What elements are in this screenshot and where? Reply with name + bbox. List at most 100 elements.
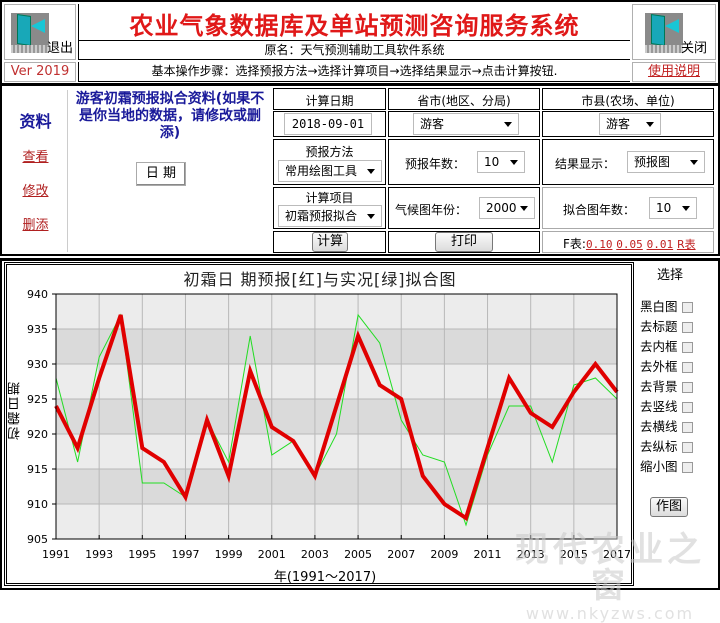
item-value: 初霜预报拟合	[285, 209, 358, 223]
y-tick-label: 905	[27, 533, 48, 546]
edit-link[interactable]: 修改	[22, 184, 49, 199]
x-tick-label: 1991	[42, 548, 70, 561]
f-table-0.01-link[interactable]: 0.01	[646, 238, 674, 251]
draw-button[interactable]: 作图	[650, 497, 688, 517]
item-select[interactable]: 初霜预报拟合	[278, 205, 382, 227]
fit-years-cell: 拟合图年数： 10	[542, 187, 714, 229]
result-display-label: 结果显示：	[555, 157, 616, 171]
option-label: 去背景	[640, 379, 678, 394]
option-checkbox[interactable]	[681, 462, 693, 473]
y-tick-label: 915	[27, 463, 48, 476]
climate-year-label: 气候图年份：	[395, 203, 468, 217]
exit-button[interactable]: 退出	[4, 4, 76, 60]
option-checkbox[interactable]	[681, 322, 693, 333]
option-label: 缩小图	[640, 459, 678, 474]
option-8[interactable]: 缩小图	[640, 458, 693, 476]
climate-year-value: 2000	[486, 201, 517, 215]
print-button[interactable]: 打印	[435, 232, 493, 252]
option-1[interactable]: 去标题	[640, 318, 693, 336]
option-checkbox[interactable]	[681, 362, 693, 373]
x-tick-label: 2013	[517, 548, 545, 561]
option-6[interactable]: 去横线	[640, 418, 693, 436]
option-label: 去标题	[640, 319, 678, 334]
option-checkbox[interactable]	[681, 402, 693, 413]
y-tick-label: 930	[27, 358, 48, 371]
x-tick-label: 2003	[301, 548, 329, 561]
forecast-years-cell: 预报年数： 10	[388, 139, 540, 185]
sidebar-title: 资料	[19, 112, 52, 131]
option-label: 去横线	[640, 419, 678, 434]
province-select[interactable]: 游客	[413, 113, 519, 135]
add-delete-link[interactable]: 删添	[22, 218, 49, 233]
y-tick-label: 940	[27, 288, 48, 301]
result-display-value: 预报图	[634, 155, 671, 169]
print-button-cell: 打印	[388, 231, 540, 253]
chart-frame	[4, 262, 634, 586]
option-checkbox[interactable]	[681, 442, 693, 453]
data-info-text: 游客初霜预报拟合资料(如果不是你当地的数据，请修改或删添)	[75, 91, 265, 141]
option-4[interactable]: 去背景	[640, 378, 693, 396]
data-sidebar: 资料 查看 修改 删添	[4, 90, 68, 252]
option-checkbox[interactable]	[681, 302, 693, 313]
x-tick-label: 2015	[560, 548, 588, 561]
province-cell: 游客	[388, 111, 540, 137]
option-3[interactable]: 去外框	[640, 358, 693, 376]
watermark: 现代农业之窗 www.nkyzws.com	[500, 532, 720, 623]
option-checkbox[interactable]	[681, 342, 693, 353]
y-tick-label: 910	[27, 498, 48, 511]
forecast-years-select[interactable]: 10	[477, 151, 525, 173]
calc-date-input[interactable]: 2018-09-01	[284, 113, 372, 135]
county-select[interactable]: 游客	[599, 113, 661, 135]
x-tick-label: 1999	[215, 548, 243, 561]
option-0[interactable]: 黑白图	[640, 298, 693, 316]
chart-panel	[0, 258, 720, 590]
province-header: 省市(地区、分局)	[388, 88, 540, 110]
fit-years-select[interactable]: 10	[649, 197, 697, 219]
close-label: 关闭	[681, 41, 708, 56]
forecast-series-line	[54, 314, 619, 522]
r-table-link[interactable]: R表	[676, 238, 696, 251]
county-value: 游客	[606, 117, 631, 131]
y-tick-label: 925	[27, 393, 48, 406]
y-tick-label: 935	[27, 323, 48, 336]
calc-button-cell: 计算	[273, 231, 386, 253]
f-table-0.05-link[interactable]: 0.05	[616, 238, 643, 251]
original-name: 原名：天气预测辅助工具软件系统	[78, 40, 630, 60]
x-tick-label: 2007	[387, 548, 415, 561]
item-label: 计算项目	[305, 191, 354, 205]
result-display-select[interactable]: 预报图	[627, 151, 705, 173]
view-link[interactable]: 查看	[22, 150, 49, 165]
option-7[interactable]: 去纵标	[640, 438, 693, 456]
calc-button[interactable]: 计算	[312, 232, 348, 252]
close-button[interactable]: 关闭	[632, 4, 716, 60]
control-panel	[0, 86, 720, 256]
option-checkbox[interactable]	[681, 422, 693, 433]
option-label: 去纵标	[640, 439, 678, 454]
help-link[interactable]: 使用说明	[632, 62, 716, 82]
x-axis-ticks: 1991 1993 1995 1997 1999 2001 2003 2005 2007 2009…	[42, 535, 631, 561]
county-label: 市县(农场、单位)	[581, 94, 675, 108]
forecast-years-label: 预报年数：	[405, 157, 466, 171]
option-label: 黑白图	[640, 299, 678, 314]
method-select[interactable]: 常用绘图工具	[278, 160, 382, 182]
x-tick-label: 1997	[171, 548, 199, 561]
calc-date-cell: 2018-09-01	[273, 111, 386, 137]
method-value: 常用绘图工具	[285, 164, 358, 178]
x-tick-label: 2009	[430, 548, 458, 561]
climate-year-select[interactable]: 2000	[479, 197, 535, 219]
date-button[interactable]: 日 期	[136, 162, 186, 186]
f-table-0.10-link[interactable]: 0.10	[585, 238, 613, 251]
chevron-down-icon	[510, 160, 518, 165]
header-frame	[0, 0, 720, 86]
item-cell: 计算项目 初霜预报拟合	[273, 187, 386, 229]
exit-label: 退出	[47, 41, 74, 56]
chevron-down-icon	[682, 206, 690, 211]
fit-years-value: 10	[656, 201, 672, 215]
option-5[interactable]: 去竖线	[640, 398, 693, 416]
f-table-links: F表:0.10 0.05 0.01 R表	[563, 235, 696, 252]
option-label: 去竖线	[640, 399, 678, 414]
option-2[interactable]: 去内框	[640, 338, 693, 356]
option-checkbox[interactable]	[681, 382, 693, 393]
title-area: 农业气象数据库及单站预测咨询服务系统	[78, 4, 630, 40]
